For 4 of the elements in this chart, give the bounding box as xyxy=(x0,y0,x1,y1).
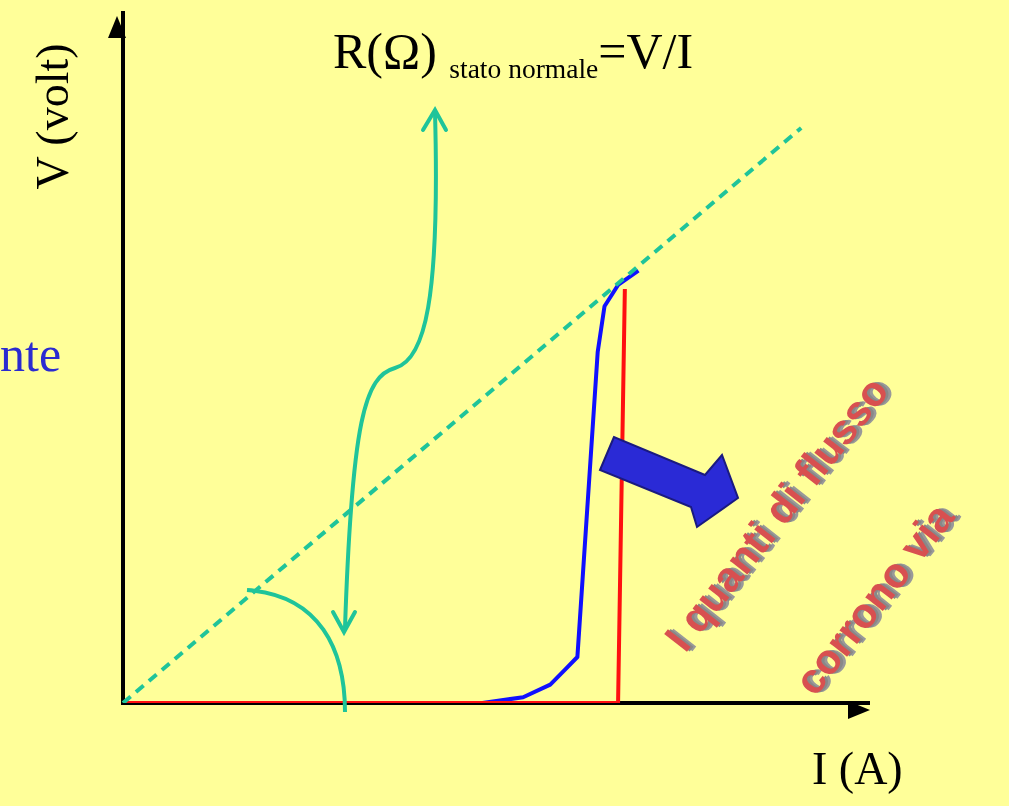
text: nte xyxy=(0,325,62,383)
text: R(Ω) $_{stato normale}$=V/I xyxy=(333,22,694,85)
y-axis-title: V (volt) xyxy=(25,42,79,192)
x-axis-title: I (A) xyxy=(812,742,903,795)
